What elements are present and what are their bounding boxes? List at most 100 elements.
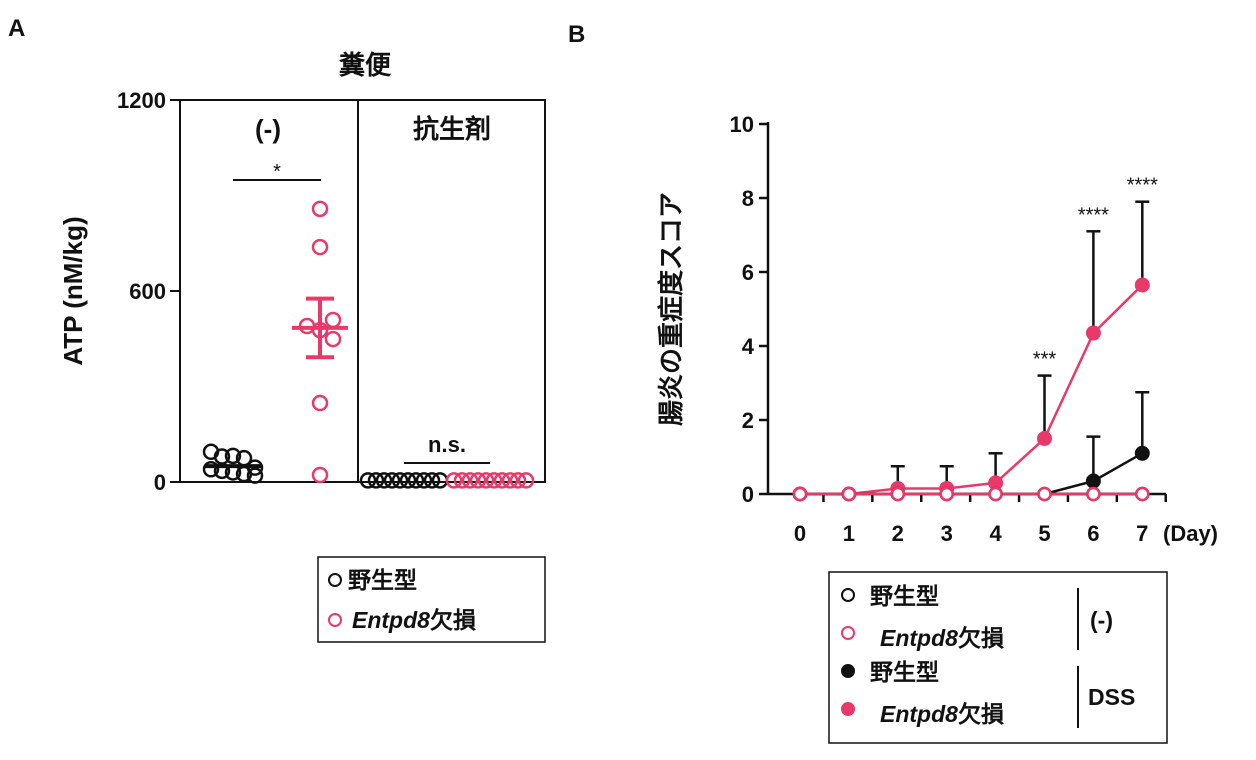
legend-marker: [841, 664, 855, 678]
x-tick-label: 2: [892, 521, 904, 546]
legend-gene-name: Entpd8: [880, 701, 958, 727]
data-point: [202, 461, 220, 478]
legend-gene-name: Entpd8: [352, 607, 430, 633]
legend-marker-knockout: [328, 613, 342, 627]
y-tick-label: 0: [154, 470, 166, 495]
data-point: [501, 472, 519, 489]
legend-marker: [841, 702, 855, 716]
data-point: [469, 472, 487, 489]
data-point: [246, 467, 264, 484]
data-point: [1037, 431, 1052, 446]
legend-gene-name: Entpd8: [880, 625, 958, 651]
data-point: [485, 472, 503, 489]
legend-label-wildtype: 野生型: [348, 567, 417, 593]
x-tick-label: 1: [843, 521, 855, 546]
data-point: [1086, 486, 1101, 502]
y-axis-label: 腸炎の重症度スコア: [656, 192, 686, 426]
data-point: [311, 466, 329, 484]
data-point: [1134, 277, 1150, 293]
data-point: [939, 486, 954, 502]
legend-marker: [841, 588, 855, 602]
chart-title: 糞便: [338, 50, 392, 80]
data-point: [224, 447, 242, 465]
legend: 野生型 Entpd8欠損: [317, 556, 546, 643]
data-point: [890, 486, 906, 502]
data-point: [311, 200, 329, 218]
legend-marker: [841, 626, 855, 640]
data-point: [383, 472, 401, 489]
legend-suffix: 欠損: [958, 625, 1004, 651]
data-point: [792, 486, 808, 502]
data-point: [399, 472, 417, 489]
significance-label: n.s.: [428, 432, 466, 457]
x-tick-label: 4: [989, 521, 1002, 546]
data-point: [375, 472, 393, 489]
data-point: [423, 472, 441, 489]
legend-marker-wildtype: [328, 573, 342, 587]
legend-condition-control: (-): [1090, 607, 1113, 633]
legend-label-knockout: Entpd8欠損: [352, 607, 476, 633]
plot-frame: [179, 99, 546, 483]
data-point: [1085, 325, 1101, 341]
data-point: [213, 462, 231, 480]
legend-box: [317, 556, 546, 643]
data-point: [1135, 486, 1150, 502]
legend-label-wildtype: 野生型: [870, 583, 939, 609]
legend-suffix: 欠損: [958, 701, 1004, 727]
x-tick-label: 7: [1136, 521, 1148, 546]
panel-label-b: B: [568, 21, 585, 48]
data-point: [509, 472, 527, 489]
legend-suffix: 欠損: [430, 607, 476, 633]
data-point: [477, 472, 495, 489]
data-point: [453, 472, 471, 489]
data-point: [407, 472, 425, 489]
data-point: [1134, 445, 1150, 461]
data-point: [461, 472, 479, 489]
x-tick-label: 0: [794, 521, 806, 546]
x-axis-label: (Day): [1163, 521, 1218, 546]
legend-condition-dss: DSS: [1088, 684, 1135, 710]
data-point: [311, 394, 329, 412]
x-tick-label: 3: [941, 521, 953, 546]
data-point: [445, 472, 463, 489]
y-axis-label: ATP (nM/kg): [58, 216, 88, 365]
y-tick-label: 10: [730, 112, 754, 137]
significance-label: ***: [1033, 349, 1057, 371]
data-point: [1037, 486, 1052, 502]
data-point: [415, 472, 433, 489]
data-point: [359, 472, 377, 489]
legend-label-knockout: Entpd8欠損: [880, 701, 1004, 727]
legend-label-knockout: Entpd8欠損: [880, 625, 1004, 651]
legend-label-wildtype: 野生型: [870, 659, 939, 685]
data-point: [324, 330, 342, 348]
data-point: [517, 472, 535, 489]
significance-label: ****: [1078, 204, 1109, 226]
y-tick-label: 4: [742, 334, 755, 359]
x-tick-label: 6: [1087, 521, 1099, 546]
y-tick-label: 600: [129, 279, 166, 304]
y-tick-label: 0: [742, 482, 754, 507]
data-point: [1085, 473, 1101, 489]
data-point: [367, 472, 385, 489]
data-point: [841, 486, 857, 502]
significance-label: *: [273, 161, 281, 183]
data-point: [311, 238, 329, 256]
legend-box: [828, 571, 1168, 744]
y-tick-label: 6: [742, 260, 754, 285]
facet-label: (-): [255, 114, 281, 144]
facet-label: 抗生剤: [413, 114, 491, 144]
data-point: [391, 472, 409, 489]
panel-a-chart: 糞便 0 600 1200 ATP (nM/kg) (-) 抗生剤 * n.s. 野生型 Entpd…: [58, 50, 546, 643]
data-point: [988, 486, 1003, 502]
y-tick-label: 1200: [117, 88, 166, 113]
significance-label: ****: [1127, 175, 1158, 197]
data-point: [493, 472, 511, 489]
x-tick-label: 5: [1038, 521, 1050, 546]
y-tick-label: 8: [742, 186, 754, 211]
panel-label-a: A: [8, 15, 25, 42]
data-point: [324, 311, 342, 329]
y-tick-label: 2: [742, 408, 754, 433]
